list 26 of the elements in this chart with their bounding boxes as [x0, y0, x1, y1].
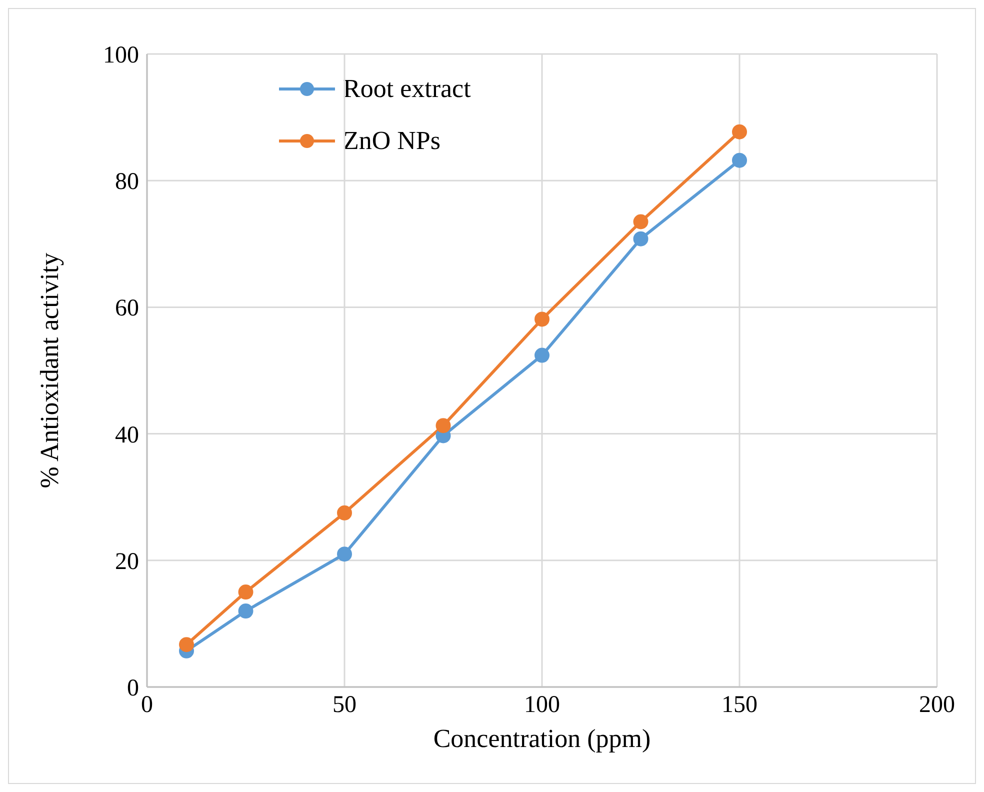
- y-tick-label: 0: [127, 676, 139, 702]
- y-tick-label: 80: [115, 169, 139, 196]
- y-tick-label: 40: [115, 422, 139, 448]
- legend-label: ZnO NPs: [343, 126, 441, 156]
- point: [337, 546, 352, 562]
- point: [534, 312, 550, 327]
- y-tick-label: 20: [115, 548, 139, 575]
- point: [633, 214, 648, 230]
- legend-label: Root extract: [343, 74, 471, 104]
- point: [732, 124, 747, 140]
- point: [534, 348, 550, 363]
- point: [337, 505, 352, 520]
- x-tick-label: 50: [332, 692, 356, 718]
- point: [732, 152, 747, 168]
- x-tick-label: 150: [722, 692, 758, 718]
- point: [238, 584, 254, 600]
- point: [238, 604, 254, 619]
- point: [436, 418, 451, 434]
- point: [179, 637, 194, 652]
- x-axis-title: Concentration (ppm): [433, 724, 651, 753]
- point: [633, 231, 648, 246]
- x-tick-label: 100: [524, 692, 560, 718]
- y-tick-label: 100: [103, 42, 139, 69]
- y-tick-label: 60: [115, 296, 139, 322]
- x-tick-label: 200: [919, 692, 955, 718]
- y-axis-title: % Antioxidant activity: [35, 252, 64, 488]
